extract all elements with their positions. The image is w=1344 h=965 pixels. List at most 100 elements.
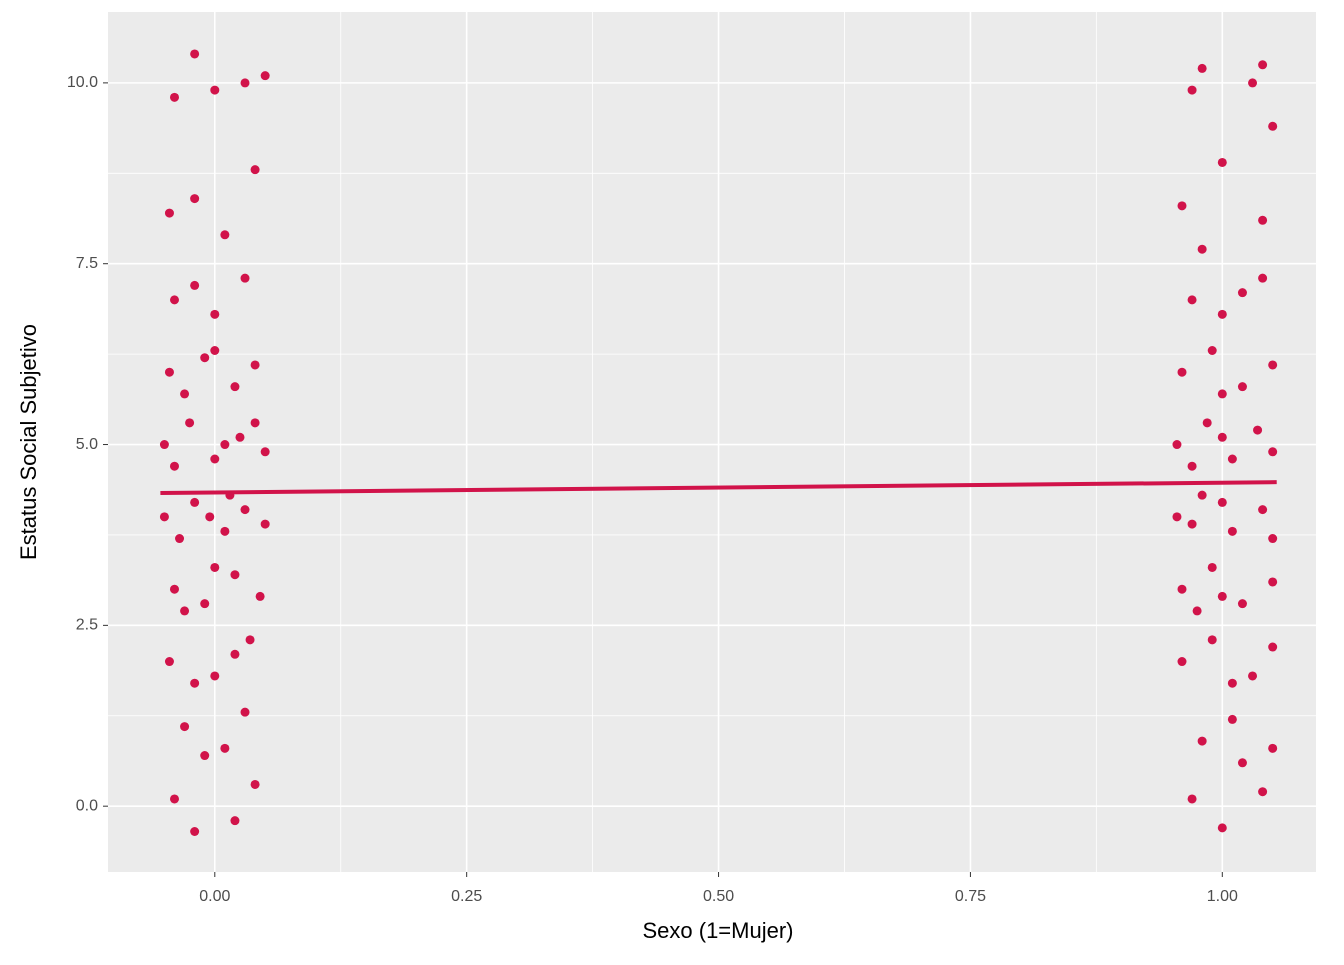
point [1207, 635, 1217, 645]
point [1217, 497, 1227, 507]
point [169, 295, 179, 305]
point [159, 440, 169, 450]
point [240, 505, 250, 515]
point [1172, 512, 1182, 522]
point [210, 85, 220, 95]
point [1197, 63, 1207, 73]
point [1187, 461, 1197, 471]
point [1197, 244, 1207, 254]
point [1248, 78, 1258, 88]
point [1237, 758, 1247, 768]
point [1197, 490, 1207, 500]
point [1258, 505, 1268, 515]
point [1268, 447, 1278, 457]
point [1268, 121, 1278, 131]
point [164, 657, 174, 667]
point [180, 722, 190, 732]
point [190, 49, 200, 59]
point [164, 208, 174, 218]
y-tick-label: 5.0 [76, 436, 98, 453]
point [185, 418, 195, 428]
point [1253, 425, 1263, 435]
point [230, 382, 240, 392]
point [1197, 736, 1207, 746]
point [1187, 519, 1197, 529]
point [1268, 534, 1278, 544]
point [200, 599, 210, 609]
point [235, 432, 245, 442]
point [1227, 714, 1237, 724]
x-tick-label: 1.00 [1207, 888, 1238, 905]
point [1227, 526, 1237, 536]
point [250, 360, 260, 370]
x-axis-title: Sexo (1=Mujer) [642, 918, 793, 943]
point [1217, 309, 1227, 319]
point [1192, 606, 1202, 616]
point [210, 309, 220, 319]
point [255, 591, 265, 601]
point [200, 751, 210, 761]
point [159, 512, 169, 522]
y-tick-label: 0.0 [76, 797, 98, 814]
y-tick-label: 2.5 [76, 617, 98, 634]
point [230, 816, 240, 826]
point [1237, 288, 1247, 298]
x-tick-label: 0.00 [199, 888, 230, 905]
point [1258, 215, 1268, 225]
point [210, 562, 220, 572]
point [240, 273, 250, 283]
point [190, 826, 200, 836]
y-axis-title: Estatus Social Subjetivo [16, 324, 41, 560]
point [230, 649, 240, 659]
point [220, 526, 230, 536]
point [205, 512, 215, 522]
point [175, 534, 185, 544]
point [260, 519, 270, 529]
point [1268, 743, 1278, 753]
point [260, 447, 270, 457]
point [1217, 389, 1227, 399]
point [1227, 678, 1237, 688]
point [190, 678, 200, 688]
x-tick-label: 0.75 [955, 888, 986, 905]
point [220, 230, 230, 240]
point [1177, 584, 1187, 594]
point [1187, 85, 1197, 95]
point [260, 71, 270, 81]
point [169, 461, 179, 471]
point [250, 165, 260, 175]
point [190, 497, 200, 507]
point [1202, 418, 1212, 428]
point [1268, 360, 1278, 370]
y-tick-label: 7.5 [76, 255, 98, 272]
y-tick-label: 10.0 [67, 74, 98, 91]
point [190, 194, 200, 204]
point [200, 353, 210, 363]
point [1237, 382, 1247, 392]
point [1177, 201, 1187, 211]
point [1177, 367, 1187, 377]
point [1207, 562, 1217, 572]
point [164, 367, 174, 377]
point [1258, 273, 1268, 283]
regression-line [160, 480, 1277, 495]
point [210, 454, 220, 464]
panel [108, 12, 1316, 872]
point [1258, 787, 1268, 797]
point [1217, 157, 1227, 167]
point [220, 440, 230, 450]
x-tick-label: 0.50 [703, 888, 734, 905]
point [1187, 794, 1197, 804]
point [1258, 60, 1268, 70]
point [1177, 657, 1187, 667]
point [250, 418, 260, 428]
point [180, 389, 190, 399]
x-tick-label: 0.25 [451, 888, 482, 905]
point [240, 78, 250, 88]
point [250, 779, 260, 789]
point [1237, 599, 1247, 609]
point [240, 707, 250, 717]
point [180, 606, 190, 616]
point [1207, 346, 1217, 356]
